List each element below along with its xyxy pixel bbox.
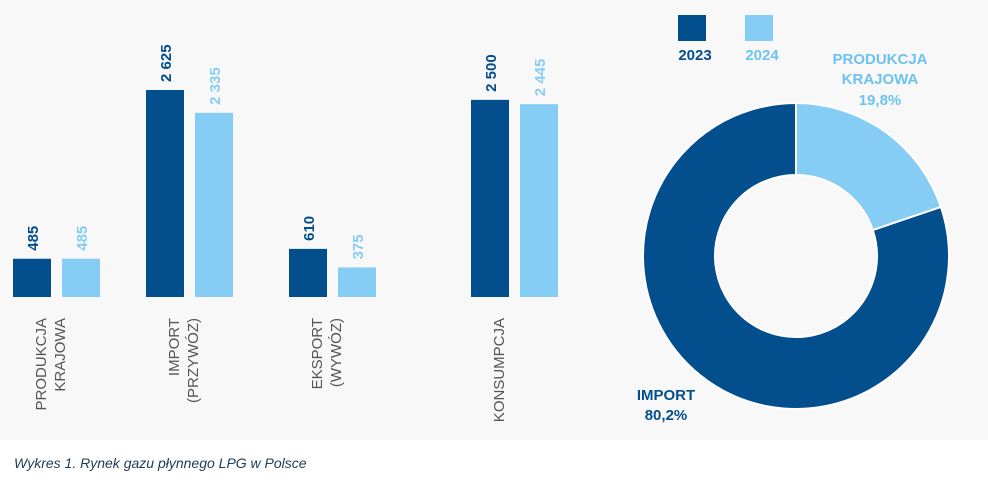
bar-value-label: 2 625 — [158, 44, 175, 82]
bar-value-label: 2 445 — [532, 59, 549, 97]
legend-swatch — [678, 15, 706, 41]
bar-value-label: 375 — [350, 234, 367, 259]
bar-value-label: 610 — [301, 216, 318, 241]
bar-value-label: 485 — [74, 226, 91, 251]
bar-value-label: 2 335 — [207, 67, 224, 105]
bar-2024-3 — [520, 104, 558, 298]
donut-label: IMPORT — [637, 387, 695, 404]
donut-value-label: 80,2% — [645, 407, 688, 424]
bar-2024-1 — [195, 112, 233, 298]
bar-value-label: 2 500 — [483, 54, 500, 92]
donut-slice-import — [642, 101, 950, 410]
donut-slice-produkcja — [795, 101, 943, 232]
donut-label: PRODUKCJA — [832, 51, 927, 68]
legend-label: 2023 — [678, 47, 711, 64]
bar-2024-2 — [338, 267, 376, 297]
category-label: (PRZYWÓZ) — [185, 318, 202, 403]
bar-2023-0 — [13, 258, 51, 297]
category-label: IMPORT — [166, 318, 183, 376]
donut-label: KRAJOWA — [842, 71, 919, 88]
legend-label: 2024 — [745, 47, 779, 64]
bar-value-label: 485 — [25, 226, 42, 251]
bar-2023-3 — [471, 99, 509, 297]
figure-caption: Wykres 1. Rynek gazu płynnego LPG w Pols… — [14, 455, 307, 471]
category-label: KONSUMPCJA — [491, 318, 508, 422]
bar-2024-0 — [62, 258, 100, 297]
category-label: (WYWÓZ) — [328, 318, 345, 387]
bar-2023-1 — [146, 90, 184, 297]
legend-swatch — [745, 15, 773, 41]
category-label: EKSPORT — [309, 318, 326, 389]
category-label: KRAJOWA — [52, 318, 69, 392]
bar-2023-2 — [289, 248, 327, 297]
donut-value-label: 19,8% — [859, 92, 902, 109]
category-label: PRODUKCJA — [33, 318, 50, 411]
